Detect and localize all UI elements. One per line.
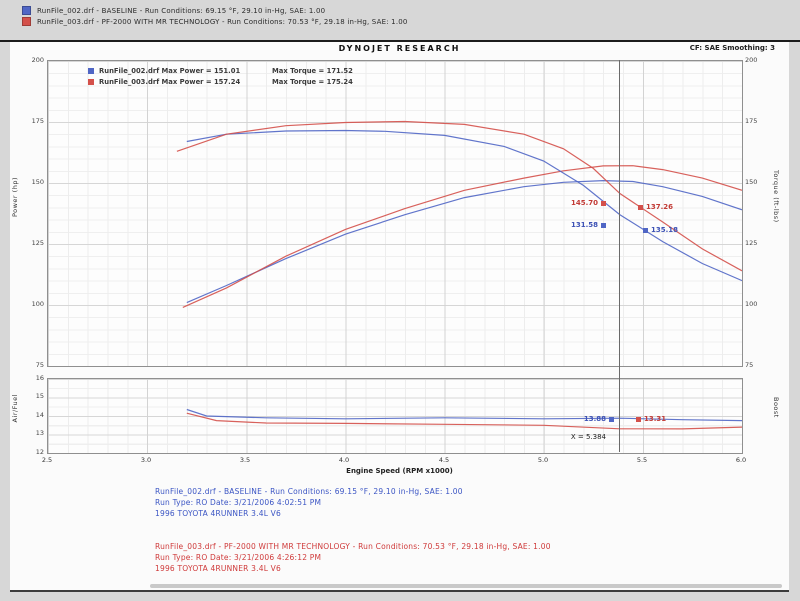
ytick-right-175: 175	[745, 117, 758, 125]
legend-row-pf2000: RunFile_003.drf Max Power = 157.24 Max T…	[88, 76, 353, 87]
ytick-left-200: 200	[31, 56, 44, 64]
footer-baseline-line2: Run Type: RO Date: 3/21/2006 4:02:51 PM	[155, 498, 322, 507]
scan-artifact-bar	[150, 584, 782, 588]
cursor-value-red-right: 137.26	[638, 203, 673, 211]
header-run2: RunFile_003.drf - PF-2000 WITH MR TECHNO…	[22, 17, 408, 26]
ytick-right-125: 125	[745, 239, 758, 247]
ytick-left-150: 150	[31, 178, 44, 186]
header-run2-text: RunFile_003.drf - PF-2000 WITH MR TECHNO…	[37, 17, 408, 26]
cursor-value-red-left: 145.70	[558, 199, 606, 207]
cursor-value-red-right-text: 137.26	[646, 203, 674, 211]
footer-pf2000-line1: RunFile_003.drf - PF-2000 WITH MR TECHNO…	[155, 542, 551, 551]
series-pf2000-torque	[176, 120, 742, 272]
xtick-3-5: 3.5	[239, 456, 251, 464]
legend-swatch-baseline	[88, 67, 94, 74]
aftick-12: 12	[35, 448, 44, 456]
footer-pf2000-info: RunFile_003.drf - PF-2000 WITH MR TECHNO…	[155, 541, 551, 574]
power-axis-label: Power (hp)	[11, 177, 19, 218]
cursor-value-af-blue: 13.88	[576, 415, 614, 423]
ytick-right-100: 100	[745, 300, 758, 308]
footer-pf2000-line2: Run Type: RO Date: 3/21/2006 4:26:12 PM	[155, 553, 322, 562]
run1-color-swatch	[22, 6, 31, 15]
footer-pf2000-line3: 1996 TOYOTA 4RUNNER 3.4L V6	[155, 564, 281, 573]
legend-pf2000-power: RunFile_003.drf Max Power = 157.24	[99, 77, 241, 86]
legend-swatch-pf2000	[88, 78, 94, 85]
cursor-value-blue-left-text: 131.58	[570, 221, 598, 229]
torque-axis-label: Torque (ft-lbs)	[772, 170, 780, 223]
xtick-6-0: 6.0	[735, 456, 747, 464]
boost-axis-label: Boost	[772, 397, 780, 418]
power-torque-curves	[176, 120, 742, 308]
legend-pf2000-torque: Max Torque = 175.24	[272, 77, 353, 86]
ytick-right-150: 150	[745, 178, 758, 186]
footer-baseline-line3: 1996 TOYOTA 4RUNNER 3.4L V6	[155, 509, 281, 518]
footer-baseline-line1: RunFile_002.drf - BASELINE - Run Conditi…	[155, 487, 463, 496]
red-marker-icon	[636, 416, 641, 422]
air-fuel-axis-label: Air/Fuel	[11, 394, 19, 423]
cursor-value-af-red: 13.31	[636, 415, 666, 423]
aftick-14: 14	[35, 411, 44, 419]
rpm-cursor-line	[619, 60, 620, 452]
cursor-x-readout: X = 5.384	[550, 433, 606, 441]
xtick-2-5: 2.5	[41, 456, 53, 464]
ytick-left-125: 125	[31, 239, 44, 247]
header-run1: RunFile_002.drf - BASELINE - Run Conditi…	[22, 6, 325, 15]
blue-marker-icon	[609, 416, 614, 422]
run2-color-swatch	[22, 17, 31, 26]
footer-baseline-info: RunFile_002.drf - BASELINE - Run Conditi…	[155, 486, 463, 519]
cf-smoothing-label: CF: SAE Smoothing: 3	[689, 44, 775, 52]
x-axis-title: Engine Speed (RPM x1000)	[346, 467, 453, 475]
series-pf2000-power	[182, 165, 742, 308]
power-torque-plot: RunFile_002.drf Max Power = 151.01 Max T…	[47, 60, 743, 367]
aftick-15: 15	[35, 392, 44, 400]
cursor-value-blue-left: 131.58	[558, 221, 606, 229]
ytick-left-100: 100	[31, 300, 44, 308]
dynojet-brand-title: DYNOJET RESEARCH	[338, 44, 461, 53]
ytick-left-75: 75	[35, 361, 44, 369]
page-top-rule	[0, 40, 800, 42]
aftick-16: 16	[35, 374, 44, 382]
cursor-x-readout-text: X = 5.384	[570, 433, 606, 441]
air-fuel-curves	[186, 408, 742, 430]
blue-marker-icon	[643, 227, 648, 233]
series-baseline-torque	[186, 129, 742, 282]
cursor-value-blue-right: 135.18	[643, 226, 678, 234]
series-pf2000-af	[186, 412, 742, 430]
cursor-value-af-red-text: 13.31	[644, 415, 667, 423]
xtick-4-5: 4.5	[438, 456, 450, 464]
legend-baseline-power: RunFile_002.drf Max Power = 151.01	[99, 66, 241, 75]
red-marker-icon	[601, 200, 606, 206]
legend-row-baseline: RunFile_002.drf Max Power = 151.01 Max T…	[88, 65, 353, 76]
series-baseline-af	[186, 408, 742, 422]
ytick-right-75: 75	[745, 361, 754, 369]
plot-legend: RunFile_002.drf Max Power = 151.01 Max T…	[88, 65, 353, 87]
header-run1-text: RunFile_002.drf - BASELINE - Run Conditi…	[37, 6, 326, 15]
ytick-right-200: 200	[745, 56, 758, 64]
cursor-value-red-left-text: 145.70	[570, 199, 598, 207]
cursor-value-blue-right-text: 135.18	[651, 226, 679, 234]
air-fuel-plot	[47, 378, 743, 454]
blue-marker-icon	[601, 222, 606, 228]
aftick-13: 13	[35, 429, 44, 437]
dyno-sheet: DYNOJET RESEARCH CF: SAE Smoothing: 3 Ru…	[10, 42, 789, 592]
ytick-left-175: 175	[31, 117, 44, 125]
xtick-4-0: 4.0	[338, 456, 350, 464]
xtick-3-0: 3.0	[140, 456, 152, 464]
cursor-value-af-blue-text: 13.88	[583, 415, 606, 423]
xtick-5-0: 5.0	[537, 456, 549, 464]
xtick-5-5: 5.5	[636, 456, 648, 464]
legend-baseline-torque: Max Torque = 171.52	[272, 66, 353, 75]
series-baseline-power	[186, 179, 742, 304]
red-marker-icon	[638, 204, 643, 210]
